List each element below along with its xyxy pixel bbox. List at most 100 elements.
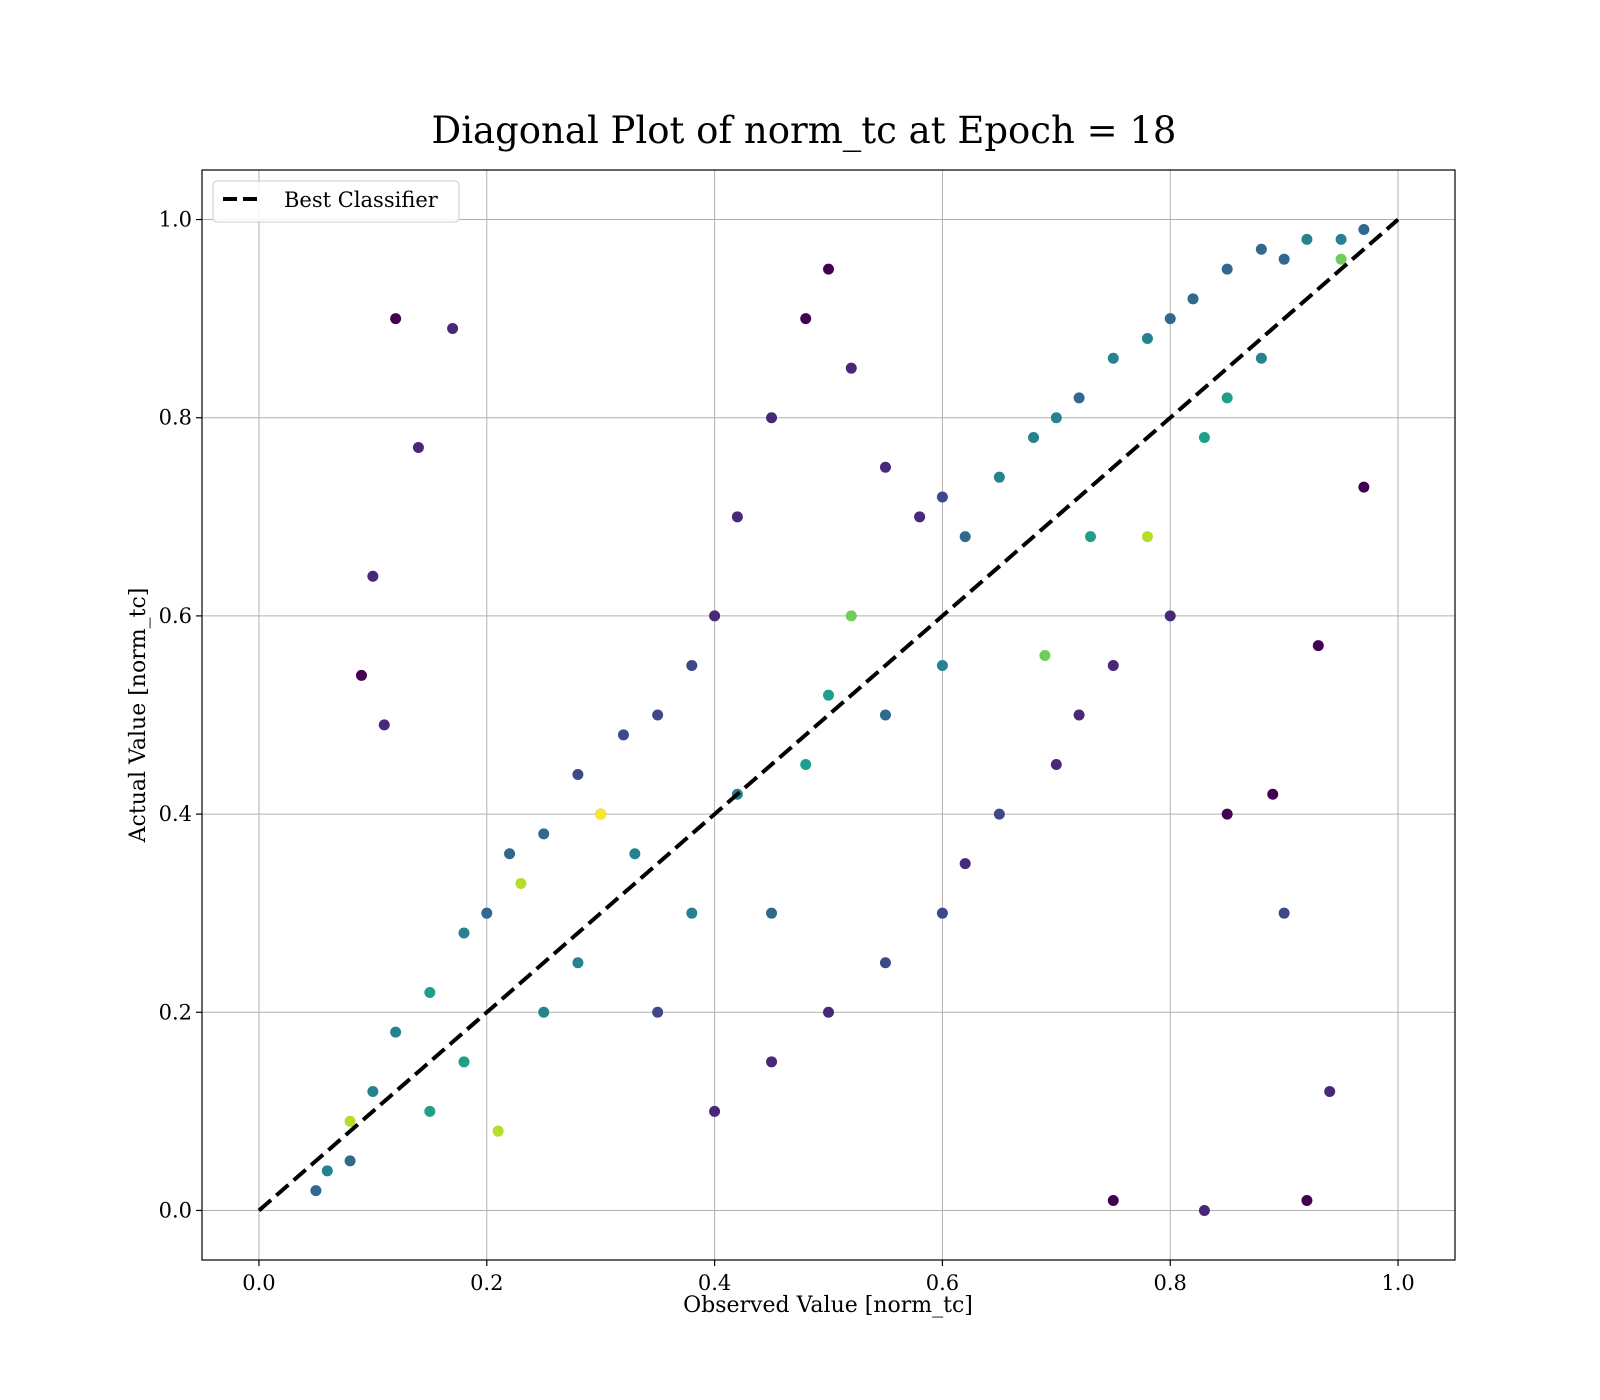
data-point-0-82 bbox=[321, 1165, 333, 1177]
data-point-0-24 bbox=[993, 471, 1005, 483]
data-point-0-13 bbox=[686, 659, 698, 671]
data-point-0-7 bbox=[504, 848, 516, 860]
data-point-0-3 bbox=[390, 1026, 402, 1038]
data-point-0-68 bbox=[1267, 788, 1279, 800]
data-point-0-58 bbox=[390, 313, 402, 325]
data-point-0-41 bbox=[879, 957, 891, 969]
legend-label-best-classifier: Best Classifier bbox=[284, 188, 439, 212]
data-point-0-36 bbox=[1335, 233, 1347, 245]
data-point-0-17 bbox=[800, 313, 812, 325]
data-point-0-18 bbox=[823, 263, 834, 275]
data-point-0-65 bbox=[1312, 640, 1324, 652]
data-point-0-53 bbox=[492, 1125, 504, 1137]
data-point-0-61 bbox=[355, 669, 367, 681]
data-point-0-38 bbox=[709, 1105, 721, 1117]
data-point-0-54 bbox=[515, 877, 527, 889]
data-point-0-23 bbox=[959, 531, 971, 543]
x-tick-label-1: 0.2 bbox=[470, 1271, 503, 1295]
data-point-0-49 bbox=[1221, 808, 1233, 820]
data-point-0-31 bbox=[1187, 293, 1199, 305]
data-point-0-88 bbox=[1198, 432, 1210, 444]
data-point-0-76 bbox=[800, 759, 812, 771]
x-tick-label-2: 0.4 bbox=[698, 1271, 731, 1295]
scatter-points bbox=[310, 223, 1370, 1216]
data-point-0-16 bbox=[766, 412, 778, 424]
y-tick-label-1: 0.2 bbox=[159, 1000, 192, 1024]
data-point-0-0 bbox=[310, 1185, 322, 1197]
data-point-0-33 bbox=[1255, 243, 1267, 255]
data-point-0-20 bbox=[879, 461, 891, 473]
legend-box bbox=[212, 180, 460, 223]
data-point-0-32 bbox=[1221, 263, 1233, 275]
data-point-0-71 bbox=[1107, 1195, 1119, 1207]
data-point-0-4 bbox=[424, 986, 436, 998]
data-point-0-66 bbox=[1301, 1195, 1313, 1207]
data-point-0-87 bbox=[1255, 352, 1267, 364]
data-point-0-21 bbox=[914, 511, 926, 523]
data-point-0-81 bbox=[458, 1056, 470, 1068]
data-point-0-51 bbox=[595, 808, 607, 820]
data-point-0-22 bbox=[936, 491, 948, 503]
data-point-0-30 bbox=[1164, 313, 1176, 325]
data-point-0-60 bbox=[367, 570, 379, 582]
data-point-0-67 bbox=[1324, 1086, 1336, 1098]
data-point-0-14 bbox=[709, 610, 721, 622]
data-point-0-37 bbox=[1358, 223, 1370, 235]
data-point-0-15 bbox=[731, 511, 743, 523]
legend: Best Classifier bbox=[212, 180, 460, 223]
data-point-0-35 bbox=[1301, 233, 1313, 245]
y-axis-label: Actual Value [norm_tc] bbox=[126, 588, 151, 844]
data-point-0-75 bbox=[766, 907, 778, 919]
data-point-0-57 bbox=[1335, 253, 1347, 265]
x-axis-ticks: 0.0 0.2 0.4 0.6 0.8 1.0 bbox=[242, 1260, 1415, 1295]
data-point-0-12 bbox=[652, 709, 664, 721]
data-point-0-43 bbox=[959, 858, 971, 870]
data-point-0-56 bbox=[845, 610, 857, 622]
x-tick-label-3: 0.6 bbox=[926, 1271, 959, 1295]
y-axis-ticks: 0.0 0.2 0.4 0.6 0.8 1.0 bbox=[159, 208, 202, 1222]
y-tick-label-2: 0.4 bbox=[159, 802, 192, 826]
data-point-0-39 bbox=[766, 1056, 778, 1068]
data-point-0-5 bbox=[458, 927, 470, 939]
y-tick-label-4: 0.8 bbox=[159, 406, 192, 430]
data-point-0-84 bbox=[572, 957, 584, 969]
data-point-0-29 bbox=[1141, 332, 1153, 344]
data-point-0-79 bbox=[686, 907, 698, 919]
data-point-0-48 bbox=[1164, 610, 1176, 622]
data-point-0-62 bbox=[412, 441, 424, 453]
data-point-0-6 bbox=[481, 907, 493, 919]
data-point-0-26 bbox=[1050, 412, 1062, 424]
data-point-0-64 bbox=[1358, 481, 1370, 493]
data-point-0-73 bbox=[936, 659, 948, 671]
data-point-0-1 bbox=[344, 1155, 356, 1167]
data-point-0-69 bbox=[1278, 907, 1290, 919]
data-point-0-52 bbox=[344, 1115, 356, 1127]
data-point-0-77 bbox=[823, 689, 834, 701]
data-point-0-2 bbox=[367, 1086, 379, 1098]
data-point-0-42 bbox=[936, 907, 948, 919]
data-point-0-27 bbox=[1073, 392, 1085, 404]
y-tick-label-5: 1.0 bbox=[159, 208, 192, 232]
data-point-0-45 bbox=[1050, 759, 1062, 771]
data-point-0-89 bbox=[1084, 531, 1096, 543]
y-tick-label-0: 0.0 bbox=[159, 1198, 192, 1222]
data-point-0-59 bbox=[447, 323, 459, 335]
plot-frame bbox=[201, 169, 1456, 1261]
data-point-0-8 bbox=[538, 828, 550, 840]
data-point-0-55 bbox=[1039, 650, 1051, 662]
data-point-0-34 bbox=[1278, 253, 1290, 265]
data-point-0-11 bbox=[617, 729, 629, 741]
data-point-0-80 bbox=[424, 1105, 436, 1117]
data-point-0-40 bbox=[823, 1006, 834, 1018]
data-point-0-19 bbox=[845, 362, 857, 374]
data-point-0-83 bbox=[538, 1006, 550, 1018]
chart-title: Diagonal Plot of norm_tc at Epoch = 18 bbox=[432, 109, 1177, 153]
x-tick-label-0: 0.0 bbox=[242, 1271, 275, 1295]
data-point-0-86 bbox=[1221, 392, 1233, 404]
data-point-0-28 bbox=[1107, 352, 1119, 364]
y-tick-label-3: 0.6 bbox=[159, 604, 192, 628]
data-point-0-46 bbox=[1073, 709, 1085, 721]
x-tick-label-4: 0.8 bbox=[1154, 1271, 1187, 1295]
data-point-0-70 bbox=[1198, 1204, 1210, 1216]
